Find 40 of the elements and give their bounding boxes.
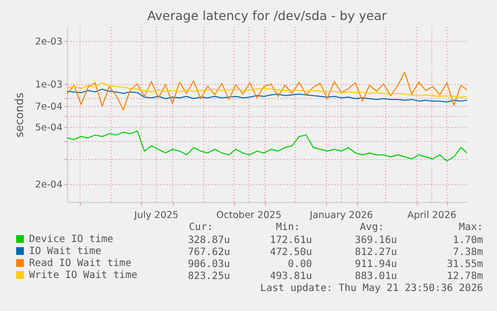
text: 493.81u — [270, 271, 312, 282]
y-tick-label: 2e-04 — [35, 180, 62, 191]
x-tick-label: January 2026 — [308, 210, 373, 221]
x-tick-label: July 2025 — [133, 210, 179, 221]
text: 369.16u — [354, 235, 397, 246]
text: 328.87u — [188, 235, 230, 246]
text: 12.78m — [446, 271, 483, 282]
legend-label: Write IO Wait time — [29, 270, 138, 281]
text: Avg: — [360, 222, 384, 233]
y-tick-label: 1e-03 — [35, 79, 62, 90]
x-tick-label: April 2026 — [407, 210, 456, 221]
y-axis-title: seconds — [13, 92, 26, 138]
y-tick-label: 7e-04 — [35, 102, 62, 113]
legend-label: IO Wait time — [29, 246, 102, 257]
line-series — [67, 88, 467, 102]
text: 0.00 — [288, 259, 312, 270]
y-tick-label: 2e-03 — [35, 36, 62, 48]
line-series — [67, 82, 467, 98]
text: 906.03u — [188, 259, 230, 270]
text: Cur: — [188, 222, 213, 233]
text: 172.61u — [270, 235, 312, 246]
text: 883.01u — [354, 271, 397, 282]
text: Max: — [458, 222, 483, 233]
text: 823.25u — [188, 271, 230, 282]
text: 472.50u — [270, 247, 312, 258]
text: 767.62u — [188, 247, 230, 258]
line-series — [67, 130, 467, 162]
legend-label: Device IO time — [29, 234, 114, 245]
text: 7.38m — [452, 247, 483, 258]
text: Min: — [276, 222, 300, 233]
text: 812.27u — [354, 247, 397, 258]
text: 911.94u — [354, 259, 397, 270]
text: 1.70m — [452, 235, 483, 246]
chart-title: Average latency for /dev/sda - by year — [147, 8, 388, 23]
text: 31.55m — [446, 259, 483, 270]
legend-label: Read IO Wait time — [29, 258, 132, 269]
y-tick-label: 5e-04 — [35, 122, 62, 134]
text: Last update: Thu May 21 23:50:36 2026 — [260, 283, 483, 294]
x-tick-label: October 2025 — [216, 210, 282, 221]
line-series — [67, 72, 467, 110]
